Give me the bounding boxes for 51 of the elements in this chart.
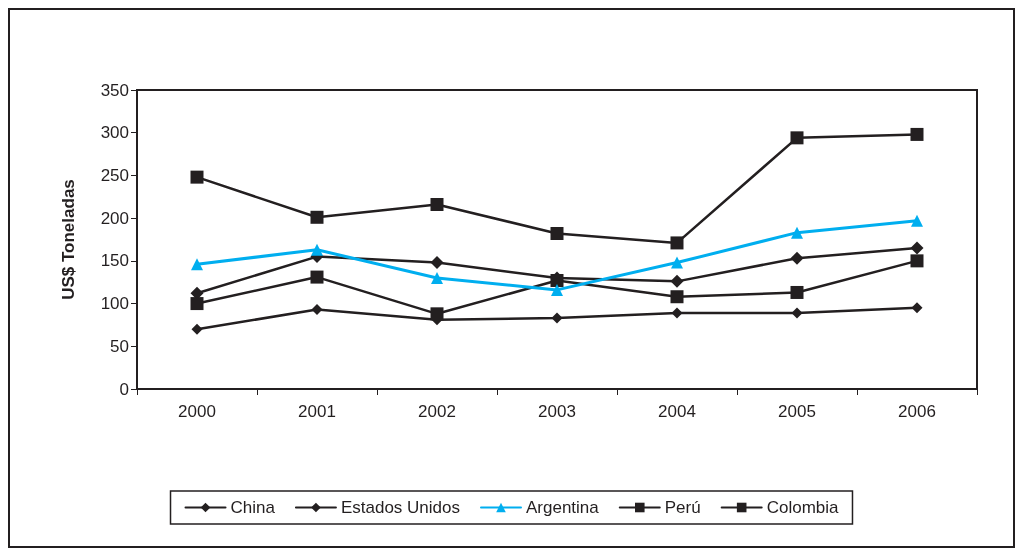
y-tick-label: 250 bbox=[100, 165, 129, 185]
point bbox=[190, 297, 204, 311]
point bbox=[911, 214, 923, 227]
legend-label: Estados Unidos bbox=[340, 498, 461, 517]
point bbox=[311, 243, 323, 256]
x-tick-label: 2002 bbox=[418, 402, 456, 421]
point bbox=[671, 307, 683, 319]
x-tick-label: 2000 bbox=[178, 402, 216, 421]
point bbox=[551, 283, 563, 296]
point bbox=[671, 256, 683, 269]
point bbox=[910, 254, 924, 268]
point bbox=[911, 302, 923, 314]
point bbox=[670, 290, 684, 304]
point bbox=[191, 258, 203, 271]
point bbox=[430, 256, 444, 270]
x-tick-label: 2003 bbox=[538, 402, 576, 421]
point bbox=[430, 307, 444, 321]
point bbox=[910, 241, 924, 255]
legend-label: Perú bbox=[664, 498, 701, 517]
y-tick-label: 0 bbox=[119, 379, 129, 399]
legend-label: Colombia bbox=[766, 498, 840, 517]
y-tick-label: 50 bbox=[110, 336, 129, 356]
point bbox=[791, 307, 803, 319]
legend-label: Argentina bbox=[526, 498, 600, 517]
point bbox=[190, 170, 204, 184]
point bbox=[550, 227, 564, 241]
y-tick-label: 150 bbox=[100, 251, 129, 271]
point bbox=[791, 226, 803, 239]
point bbox=[310, 210, 324, 224]
point bbox=[790, 251, 804, 265]
x-tick-label: 2001 bbox=[298, 402, 336, 421]
point bbox=[430, 197, 444, 211]
point bbox=[431, 271, 443, 284]
point bbox=[670, 274, 684, 288]
x-tick-label: 2006 bbox=[898, 402, 936, 421]
y-tick-label: 300 bbox=[100, 123, 129, 143]
point bbox=[790, 131, 804, 145]
point bbox=[191, 323, 203, 335]
y-tick-label: 200 bbox=[100, 208, 129, 228]
point bbox=[670, 236, 684, 250]
x-tick-label: 2004 bbox=[658, 402, 696, 421]
y-tick-label: 350 bbox=[100, 80, 129, 100]
y-axis-title: US$ Toneladas bbox=[59, 179, 78, 300]
point bbox=[910, 127, 924, 141]
point bbox=[790, 285, 804, 299]
point bbox=[311, 304, 323, 316]
x-tick-label: 2005 bbox=[778, 402, 816, 421]
legend-label: China bbox=[230, 498, 276, 517]
point bbox=[551, 312, 563, 324]
point bbox=[310, 270, 324, 284]
y-tick-label: 100 bbox=[100, 294, 129, 314]
